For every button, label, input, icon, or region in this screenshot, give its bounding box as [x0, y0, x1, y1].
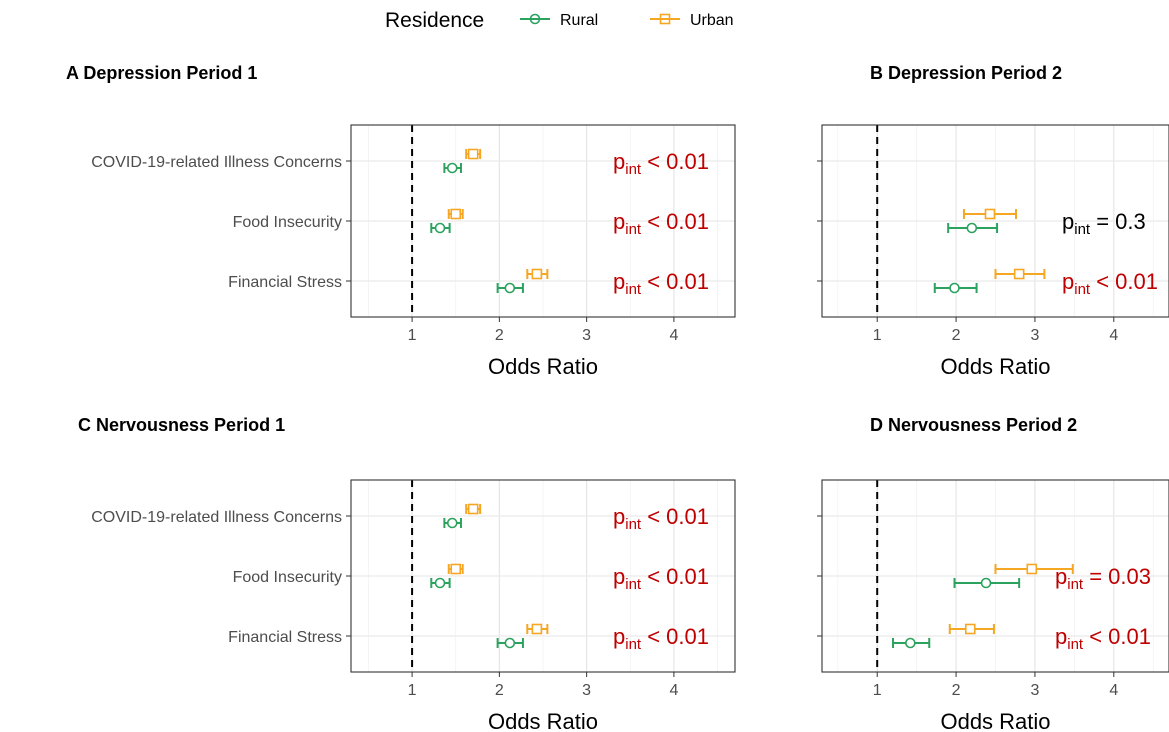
panel-title: B Depression Period 2	[870, 63, 1062, 83]
category-label: Food Insecurity	[233, 569, 342, 586]
p-interaction-label: pint < 0.01	[1055, 624, 1151, 653]
x-tick-label: 2	[495, 327, 504, 344]
point-rural	[434, 222, 446, 234]
p-interaction-label: pint < 0.01	[613, 269, 709, 298]
point-rural	[966, 222, 978, 234]
category-label: COVID-19-related Illness Concerns	[91, 154, 342, 171]
panel-title: C Nervousness Period 1	[78, 415, 285, 435]
point-rural	[980, 577, 992, 589]
panel-0: A Depression Period 1 1 2 3 4 Odds Ratio COVID…	[66, 63, 736, 379]
p-interaction-label: pint < 0.01	[613, 624, 709, 653]
p-interaction-label: pint < 0.01	[613, 209, 709, 238]
category-label: COVID-19-related Illness Concerns	[91, 509, 342, 526]
category-label: Food Insecurity	[233, 214, 342, 231]
p-interaction-label: pint < 0.01	[613, 149, 709, 178]
category-label: Financial Stress	[228, 629, 342, 646]
panel-title: D Nervousness Period 2	[870, 415, 1077, 435]
x-tick-label: 4	[1109, 682, 1118, 699]
x-axis-title: Odds Ratio	[488, 709, 598, 732]
x-tick-label: 4	[669, 682, 678, 699]
x-tick-label: 2	[952, 682, 961, 699]
legend-title: Residence	[385, 9, 484, 32]
point-rural	[504, 282, 516, 294]
x-tick-label: 2	[495, 682, 504, 699]
legend: Residence Rural Urban	[385, 9, 734, 32]
point-urban	[1013, 268, 1025, 280]
x-tick-label: 3	[582, 682, 591, 699]
point-rural	[434, 577, 446, 589]
point-rural	[949, 282, 960, 294]
x-tick-label: 1	[408, 682, 417, 699]
category-label: Financial Stress	[228, 274, 342, 291]
legend-entries: Rural Urban	[520, 12, 734, 29]
point-urban	[450, 563, 462, 575]
x-tick-label: 1	[408, 327, 417, 344]
legend-label-rural: Rural	[560, 12, 598, 29]
x-tick-label: 1	[873, 682, 882, 699]
point-rural	[446, 162, 458, 174]
point-rural	[446, 517, 458, 529]
x-tick-label: 3	[582, 327, 591, 344]
x-tick-label: 4	[669, 327, 678, 344]
point-urban	[964, 623, 976, 635]
point-urban	[531, 623, 543, 635]
point-rural	[905, 637, 916, 649]
p-interaction-label: pint = 0.03	[1055, 564, 1151, 593]
x-axis-title: Odds Ratio	[940, 354, 1050, 379]
panel-1: B Depression Period 2 1 2 3 4 Odds Ratio pint …	[817, 63, 1169, 379]
x-tick-label: 3	[1030, 682, 1039, 699]
p-interaction-label: pint < 0.01	[613, 564, 709, 593]
x-axis-title: Odds Ratio	[940, 709, 1050, 732]
panel-2: C Nervousness Period 1 1 2 3 4 Odds Ratio COVI…	[78, 415, 736, 732]
chart-panels: A Depression Period 1 1 2 3 4 Odds Ratio COVID…	[66, 63, 1169, 732]
p-interaction-label: pint < 0.01	[1062, 269, 1158, 298]
panel-3: D Nervousness Period 2 1 2 3 4 Odds Ratio pint…	[817, 415, 1169, 732]
x-axis-title: Odds Ratio	[488, 354, 598, 379]
panel-title: A Depression Period 1	[66, 63, 257, 83]
point-urban	[531, 268, 543, 280]
x-tick-label: 3	[1030, 327, 1039, 344]
legend-label-urban: Urban	[690, 12, 734, 29]
p-interaction-label: pint < 0.01	[613, 504, 709, 533]
point-urban	[467, 148, 479, 160]
p-interaction-label: pint = 0.3	[1062, 209, 1146, 238]
point-urban	[450, 208, 462, 220]
x-tick-label: 1	[873, 327, 882, 344]
point-rural	[504, 637, 516, 649]
point-urban	[984, 208, 996, 220]
x-tick-label: 4	[1109, 327, 1118, 344]
x-tick-label: 2	[952, 327, 961, 344]
point-urban	[1026, 563, 1038, 575]
point-urban	[467, 503, 479, 515]
legend-key-circle-rural	[529, 13, 541, 25]
legend-key-square-urban	[659, 13, 671, 25]
